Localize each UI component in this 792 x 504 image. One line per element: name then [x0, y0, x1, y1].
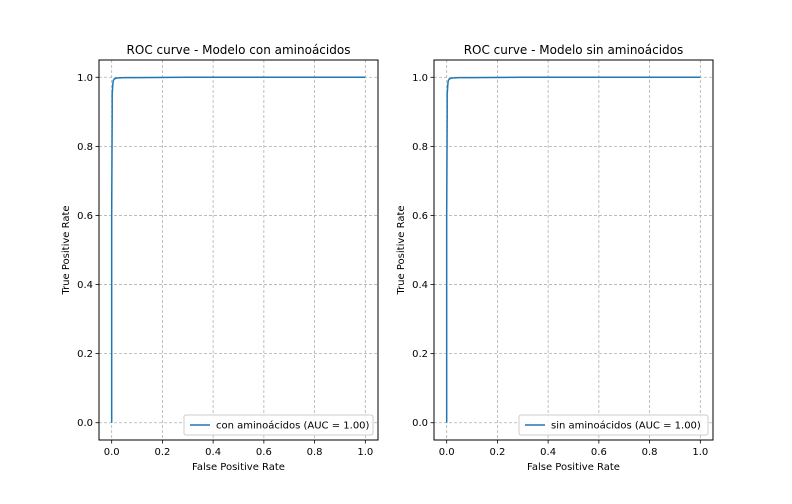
y-tick-label: 0.8	[412, 142, 428, 153]
x-axis-label: False Positive Rate	[192, 462, 285, 473]
y-tick-label: 0.4	[412, 280, 428, 291]
chart-title: ROC curve - Modelo con aminoácidos	[127, 43, 351, 57]
y-axis-label: True Positive Rate	[396, 205, 407, 295]
roc-curve-line	[445, 76, 701, 423]
y-tick-label: 0.2	[412, 349, 428, 360]
series-layer	[445, 76, 701, 423]
x-tick-label: 1.0	[357, 447, 373, 458]
x-tick-label: 0.6	[591, 447, 607, 458]
x-tick-label: 0.6	[256, 447, 272, 458]
x-tick-label: 0.2	[154, 447, 170, 458]
y-tick-label: 0.2	[77, 349, 93, 360]
x-tick-label: 0.4	[540, 447, 556, 458]
y-tick-label: 0.8	[77, 142, 93, 153]
tick-layer: 0.0 0.2 0.4 0.6 0.8 1.0 0.0 0.2 0.4 0.6 0.8 1.0	[77, 73, 373, 458]
plot-frame	[433, 59, 714, 441]
x-axis-label: False Positive Rate	[527, 462, 620, 473]
x-tick-label: 0.0	[104, 447, 120, 458]
x-tick-label: 0.4	[205, 447, 221, 458]
legend-label: sin aminoácidos (AUC = 1.00)	[551, 420, 701, 432]
legend: sin aminoácidos (AUC = 1.00)	[518, 414, 709, 436]
y-tick-label: 0.0	[412, 418, 428, 429]
y-tick-label: 0.6	[77, 211, 93, 222]
y-tick-label: 0.6	[412, 211, 428, 222]
y-axis-label: True Positive Rate	[61, 205, 72, 295]
plot-frame	[98, 59, 379, 441]
x-tick-label: 0.8	[642, 447, 658, 458]
y-tick-label: 0.0	[77, 418, 93, 429]
legend: con aminoácidos (AUC = 1.00)	[183, 414, 374, 436]
x-tick-label: 0.2	[489, 447, 505, 458]
x-tick-label: 0.0	[439, 447, 455, 458]
chart-left: ROC curve - Modelo con aminoácidos 0.0 0.…	[61, 43, 379, 473]
legend-label: con aminoácidos (AUC = 1.00)	[216, 420, 370, 432]
tick-layer: 0.0 0.2 0.4 0.6 0.8 1.0 0.0 0.2 0.4 0.6 0.8 1.0	[412, 73, 708, 458]
x-tick-label: 1.0	[692, 447, 708, 458]
y-tick-label: 1.0	[77, 73, 93, 84]
legend-box	[518, 414, 709, 436]
y-tick-label: 0.4	[77, 280, 93, 291]
series-layer	[110, 76, 366, 423]
roc-curve-line	[110, 76, 366, 423]
chart-title: ROC curve - Modelo sin aminoácidos	[464, 43, 684, 57]
legend-box	[183, 414, 374, 436]
chart-right: ROC curve - Modelo sin aminoácidos 0.0 0.…	[396, 43, 714, 473]
x-tick-label: 0.8	[307, 447, 323, 458]
y-tick-label: 1.0	[412, 73, 428, 84]
